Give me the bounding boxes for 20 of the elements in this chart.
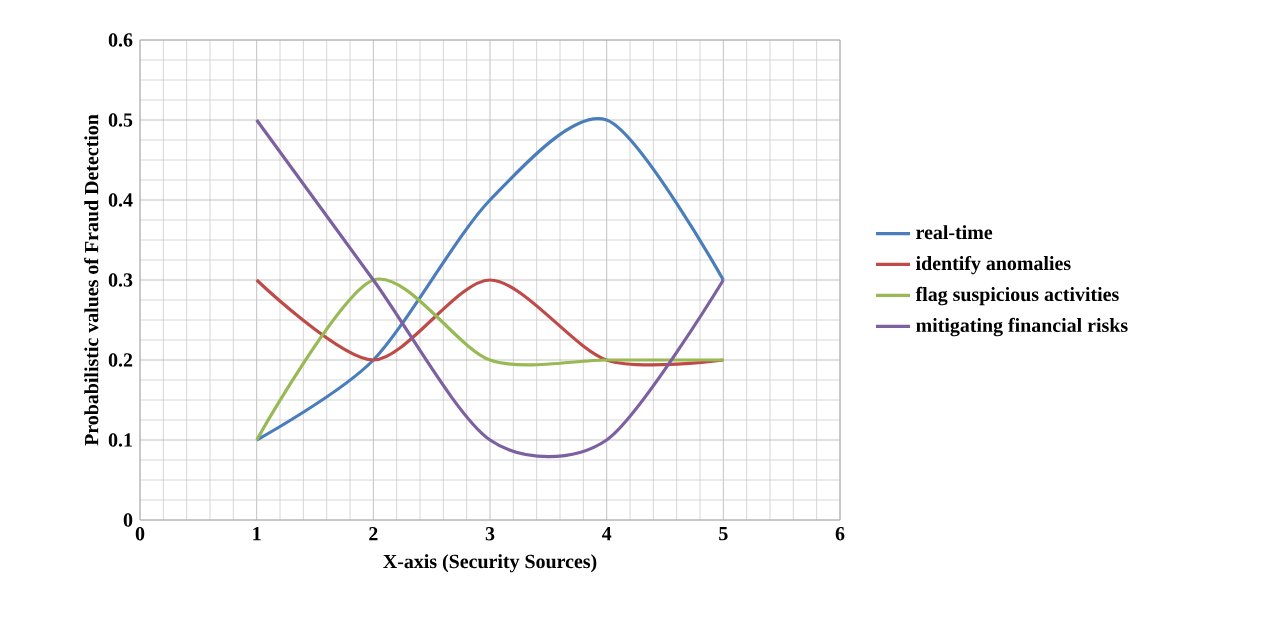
y-tick-label: 0.6 bbox=[108, 33, 133, 47]
x-tick-label: 5 bbox=[719, 527, 728, 541]
x-tick-label: 6 bbox=[835, 527, 845, 541]
legend-label: identify anomalies bbox=[916, 255, 1071, 275]
x-tick-label: 2 bbox=[369, 527, 378, 541]
x-axis-title: X-axis (Security Sources) bbox=[383, 554, 597, 573]
x-tick-label: 3 bbox=[485, 527, 495, 541]
x-tick-label: 4 bbox=[601, 527, 612, 541]
y-tick-label: 0.1 bbox=[108, 433, 132, 447]
legend-label: flag suspicious activities bbox=[915, 286, 1119, 306]
legend-label: mitigating financial risks bbox=[916, 317, 1128, 337]
y-tick-label: 0.4 bbox=[108, 193, 133, 207]
y-tick-label: 0.5 bbox=[108, 113, 133, 127]
x-tick-label: 0 bbox=[135, 527, 145, 541]
y-tick-label: 0.3 bbox=[108, 273, 133, 287]
x-tick-label: 1 bbox=[253, 527, 261, 541]
legend-label: real-time bbox=[916, 225, 993, 240]
y-tick-label: 0 bbox=[123, 513, 133, 527]
y-tick-label: 0.2 bbox=[108, 353, 133, 367]
y-axis-title: Probabilistic values of Fraud Detection bbox=[84, 114, 99, 446]
